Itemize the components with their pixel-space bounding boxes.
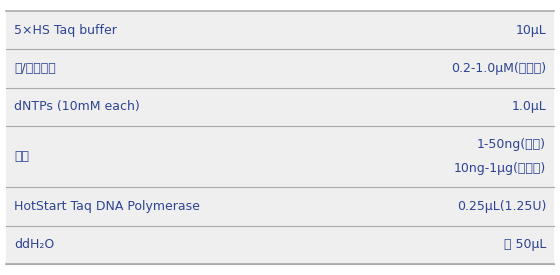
Bar: [6, 88, 554, 126]
Text: 10ng-1μg(基因组): 10ng-1μg(基因组): [454, 163, 546, 175]
Text: 至 50μL: 至 50μL: [503, 238, 546, 251]
Text: dNTPs (10mM each): dNTPs (10mM each): [14, 100, 140, 113]
Text: 上/下游引物: 上/下游引物: [14, 62, 56, 75]
Text: 5×HS Taq buffer: 5×HS Taq buffer: [14, 24, 117, 37]
Text: 模板: 模板: [14, 150, 29, 163]
Bar: [6, 226, 554, 264]
Bar: [6, 187, 554, 226]
Text: 1-50ng(质粒): 1-50ng(质粒): [477, 138, 546, 151]
Text: 0.2-1.0μM(终浓度): 0.2-1.0μM(终浓度): [451, 62, 546, 75]
Text: 1.0μL: 1.0μL: [511, 100, 546, 113]
Bar: [6, 49, 554, 88]
Text: 10μL: 10μL: [515, 24, 546, 37]
Bar: [6, 11, 554, 49]
Bar: [6, 126, 554, 187]
Text: 0.25μL(1.25U): 0.25μL(1.25U): [456, 200, 546, 213]
Text: HotStart Taq DNA Polymerase: HotStart Taq DNA Polymerase: [14, 200, 200, 213]
Text: ddH₂O: ddH₂O: [14, 238, 54, 251]
